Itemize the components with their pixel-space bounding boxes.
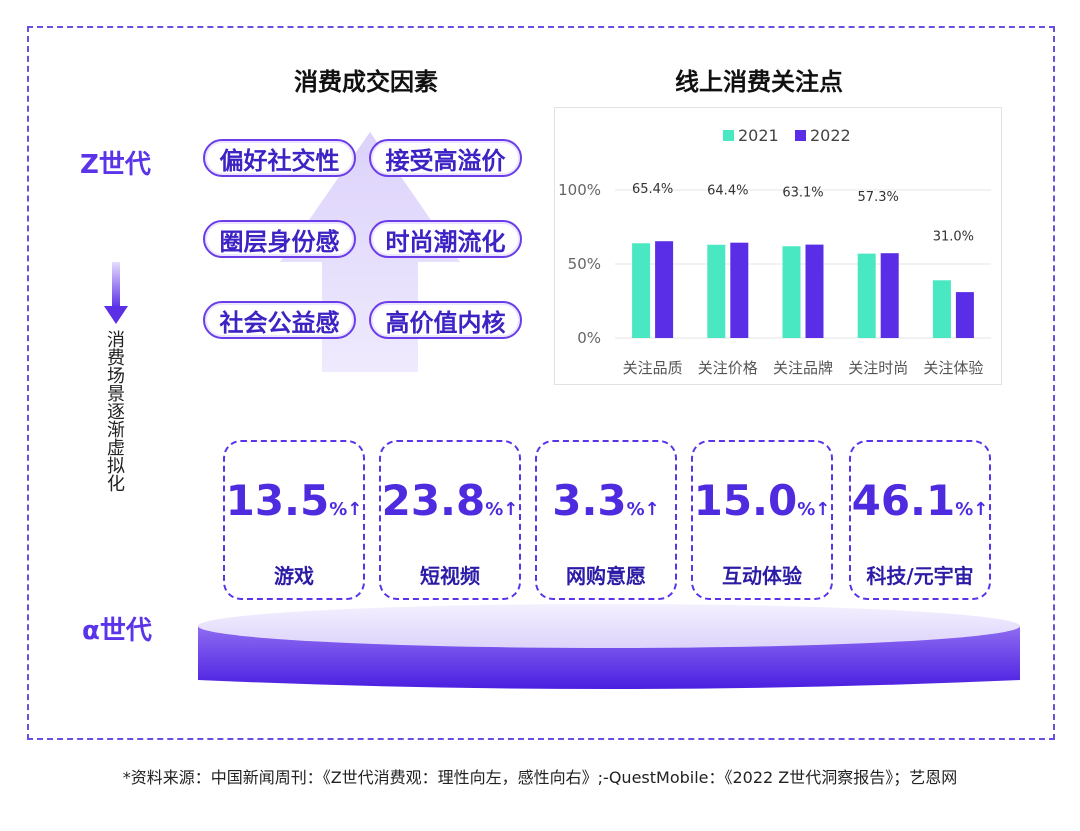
stat-number: 15.0 [693,476,798,525]
bar-2022 [730,242,749,338]
data-label: 64.4% [707,184,748,199]
bar-chart-svg: 100% 50% 0% 65.4% 关注品质 64.4% 关注价格 63.1% 关注品牌 57.3… [558,126,991,377]
vertical-note-text: 消费场景逐渐虚拟化 [104,330,125,492]
factor-pill: 社会公益感 [203,301,356,339]
stat-unit: %↑ [797,499,831,520]
bar-2022 [880,253,899,338]
bar-chart: 100% 50% 0% 65.4% 关注品质 64.4% 关注价格 63.1% 关注品牌 57.3… [554,107,1002,385]
x-tick-label: 关注体验 [923,359,983,377]
bar-2022 [955,292,974,338]
gen-z-label: Z世代 [80,150,151,180]
stat-value: 46.1%↑ [851,476,989,525]
stat-card: 23.8%↑ 短视频 [379,440,521,600]
data-label: 57.3% [858,190,899,205]
legend-swatch-2021 [723,130,734,141]
bar-2021 [632,243,651,338]
right-section-title: 线上消费关注点 [675,68,843,96]
vertical-note: 消费场景逐渐虚拟化 [102,330,126,492]
y-tick-label: 100% [558,181,601,199]
bar-2021 [857,253,876,338]
y-tick-label: 0% [577,329,601,347]
data-label: 31.0% [933,229,974,244]
stat-value: 3.3%↑ [537,476,675,525]
stat-unit: %↑ [329,499,363,520]
stat-label: 短视频 [420,564,480,588]
content-frame [27,26,1055,740]
factor-pill: 圈层身份感 [203,220,356,258]
left-section-title: 消费成交因素 [294,68,438,96]
platform-shape [198,604,1020,689]
data-label: 63.1% [782,186,823,201]
x-tick-label: 关注时尚 [848,359,908,377]
bar-2021 [707,244,726,338]
stat-unit: %↑ [626,499,660,520]
stat-number: 13.5 [225,476,330,525]
stat-number: 23.8 [381,476,486,525]
x-tick-label: 关注品质 [623,359,683,377]
stat-unit: %↑ [955,499,989,520]
factor-pill: 接受高溢价 [369,139,522,177]
stat-card: 46.1%↑ 科技/元宇宙 [849,440,991,600]
down-arrow-icon [104,262,128,324]
legend-label: 2021 [738,126,779,145]
stat-value: 23.8%↑ [381,476,519,525]
factor-pill: 时尚潮流化 [369,220,522,258]
stat-card: 15.0%↑ 互动体验 [691,440,833,600]
bar-2021 [782,246,801,338]
gen-alpha-label: α世代 [82,616,152,646]
stat-card: 13.5%↑ 游戏 [223,440,365,600]
legend-swatch-2022 [795,130,806,141]
stat-value: 13.5%↑ [225,476,363,525]
stat-card: 3.3%↑ 网购意愿 [535,440,677,600]
stat-label: 网购意愿 [566,564,646,588]
stat-number: 3.3 [552,476,627,525]
factor-pill: 偏好社交性 [203,139,356,177]
legend-label: 2022 [810,126,851,145]
data-label: 65.4% [632,182,673,197]
bar-2022 [805,244,824,338]
y-tick-label: 50% [568,255,601,273]
stat-value: 15.0%↑ [693,476,831,525]
stat-label: 游戏 [274,564,314,588]
source-note: *资料来源：中国新闻周刊：《Z世代消费观：理性向左，感性向右》;-QuestMo… [122,768,958,787]
stat-label: 科技/元宇宙 [866,564,974,588]
x-tick-label: 关注品牌 [773,359,833,377]
stat-unit: %↑ [485,499,519,520]
x-tick-label: 关注价格 [698,359,758,377]
stat-number: 46.1 [851,476,956,525]
bar-2021 [932,280,951,338]
factor-pill: 高价值内核 [369,301,522,339]
bar-2022 [655,241,674,338]
stat-label: 互动体验 [722,564,802,588]
